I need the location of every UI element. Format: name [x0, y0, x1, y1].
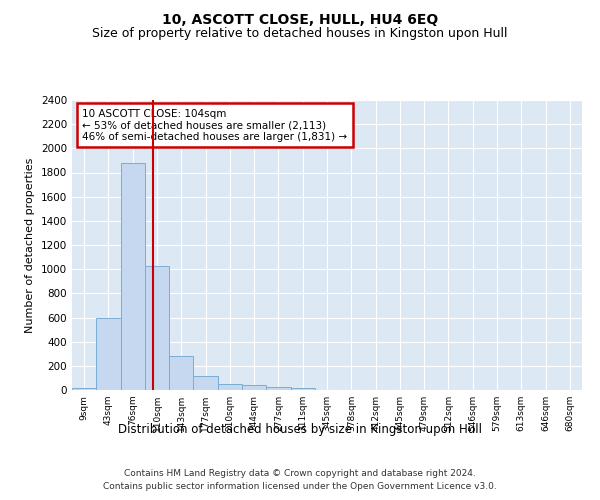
Bar	[96, 318, 121, 390]
Bar	[193, 376, 218, 390]
Bar	[121, 163, 145, 390]
Text: Contains public sector information licensed under the Open Government Licence v3: Contains public sector information licen…	[103, 482, 497, 491]
Bar	[169, 356, 193, 390]
Text: Size of property relative to detached houses in Kingston upon Hull: Size of property relative to detached ho…	[92, 28, 508, 40]
Bar	[242, 385, 266, 390]
Bar	[145, 266, 169, 390]
Y-axis label: Number of detached properties: Number of detached properties	[25, 158, 35, 332]
Text: Distribution of detached houses by size in Kingston upon Hull: Distribution of detached houses by size …	[118, 422, 482, 436]
Bar	[72, 388, 96, 390]
Text: 10, ASCOTT CLOSE, HULL, HU4 6EQ: 10, ASCOTT CLOSE, HULL, HU4 6EQ	[162, 12, 438, 26]
Text: 10 ASCOTT CLOSE: 104sqm
← 53% of detached houses are smaller (2,113)
46% of semi: 10 ASCOTT CLOSE: 104sqm ← 53% of detache…	[82, 108, 347, 142]
Text: Contains HM Land Registry data © Crown copyright and database right 2024.: Contains HM Land Registry data © Crown c…	[124, 468, 476, 477]
Bar	[290, 388, 315, 390]
Bar	[218, 384, 242, 390]
Bar	[266, 386, 290, 390]
